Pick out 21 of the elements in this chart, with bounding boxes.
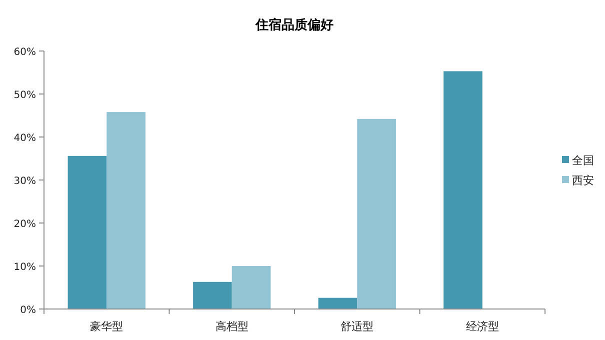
bar xyxy=(444,71,482,309)
y-tick-label: 20% xyxy=(14,219,36,230)
y-tick-label: 50% xyxy=(14,90,36,101)
x-tick-label: 经济型 xyxy=(466,320,499,333)
x-tick-label: 豪华型 xyxy=(90,320,124,333)
bar xyxy=(193,282,232,309)
bar xyxy=(318,298,358,309)
chart-title: 住宿品质偏好 xyxy=(254,17,334,33)
bar xyxy=(232,266,271,309)
y-tick-label: 0% xyxy=(20,305,36,316)
bar xyxy=(106,112,146,309)
y-tick-label: 40% xyxy=(14,133,36,144)
bar xyxy=(357,118,396,309)
x-tick-label: 舒适型 xyxy=(340,320,374,333)
y-tick-label: 10% xyxy=(14,262,36,273)
y-tick-label: 30% xyxy=(14,176,36,187)
x-tick-label: 高档型 xyxy=(215,320,248,333)
y-tick-label: 60% xyxy=(14,47,36,58)
legend-label: 西安 xyxy=(572,174,594,187)
legend-label: 全国 xyxy=(572,154,594,167)
bar xyxy=(68,156,107,309)
